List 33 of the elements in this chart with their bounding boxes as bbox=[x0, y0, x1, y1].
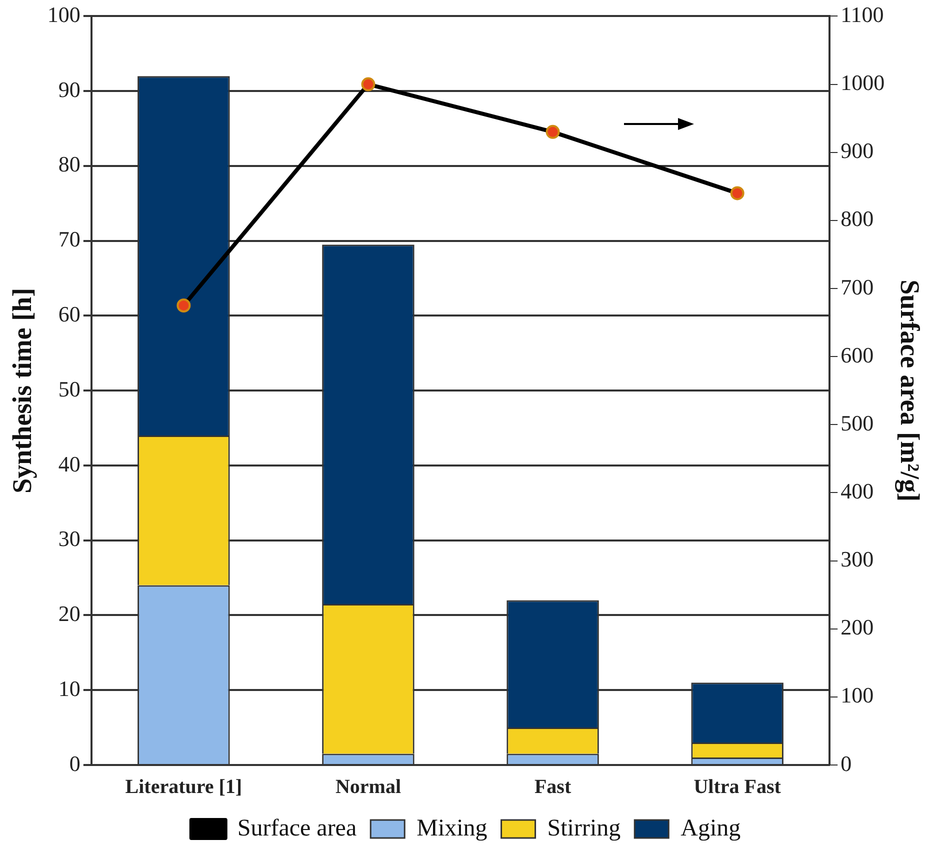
y2-tick-label: 700 bbox=[840, 274, 874, 300]
x-tick-label: Literature [1] bbox=[125, 776, 242, 798]
y2-tick-label: 600 bbox=[840, 342, 874, 368]
y2-axis-title: Surface area [m²/g] bbox=[894, 280, 925, 502]
y2-tick-label: 1000 bbox=[840, 70, 885, 96]
y-tick-label: 40 bbox=[58, 451, 80, 476]
y-tick-label: 0 bbox=[69, 750, 80, 776]
y2-tick-label: 500 bbox=[840, 410, 874, 436]
y-tick-label: 90 bbox=[58, 76, 80, 102]
y2-tick-label: 0 bbox=[840, 750, 852, 776]
y-tick-label: 80 bbox=[58, 152, 80, 177]
x-tick-label: Fast bbox=[534, 776, 572, 798]
y2-tick-label: 100 bbox=[840, 682, 874, 708]
y-tick-label: 50 bbox=[58, 376, 80, 402]
y-tick-label: 100 bbox=[47, 2, 80, 27]
legend-label: Stirring bbox=[547, 815, 621, 842]
y-tick-label: 20 bbox=[58, 601, 80, 626]
y-axis-title: Synthesis time [h] bbox=[7, 288, 38, 494]
y2-tick-label: 900 bbox=[840, 138, 874, 164]
x-tick-label: Normal bbox=[335, 776, 402, 798]
legend-label: Surface area bbox=[237, 815, 357, 842]
x-tick-label: Ultra Fast bbox=[694, 776, 782, 798]
y2-tick-label: 400 bbox=[840, 478, 874, 504]
y-tick-label: 30 bbox=[58, 526, 80, 552]
y2-tick-label: 800 bbox=[840, 206, 874, 232]
y-tick-label: 60 bbox=[58, 302, 80, 326]
y2-tick-label: 200 bbox=[840, 614, 874, 640]
y2-tick-label: 300 bbox=[840, 546, 874, 572]
y-tick-label: 70 bbox=[58, 226, 80, 252]
legend-label: Aging bbox=[680, 815, 741, 842]
legend-label: Mixing bbox=[416, 815, 488, 842]
y-tick-label: 10 bbox=[58, 676, 80, 701]
y2-tick-label: 1100 bbox=[840, 2, 884, 27]
